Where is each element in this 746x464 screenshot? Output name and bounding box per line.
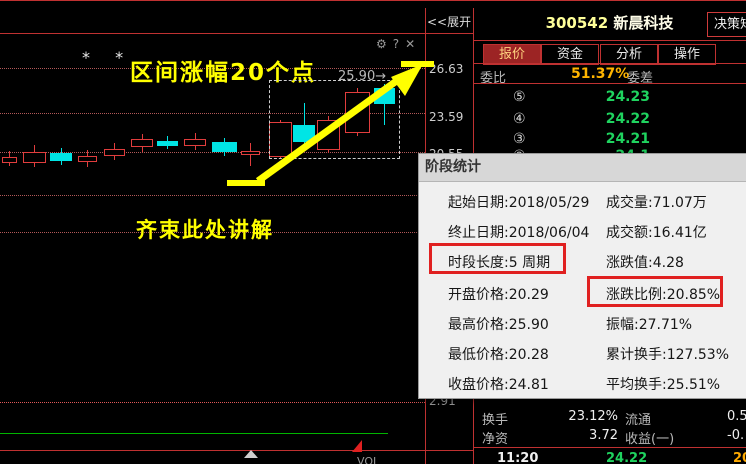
stat-left-item: 时段长度:5 周期 — [448, 255, 551, 271]
highlight-box-period — [429, 243, 566, 274]
help-icon[interactable]: ? — [392, 37, 406, 51]
top-frame-line — [0, 0, 746, 1]
highlight-box-change-pct — [587, 276, 723, 307]
indicator-green-line — [0, 433, 388, 434]
scroll-thumb-triangle[interactable] — [242, 448, 260, 460]
partial-value: 20 — [733, 451, 746, 464]
price-gridline — [0, 152, 425, 153]
chart-top-border — [0, 33, 425, 34]
stock-code: 300542 — [545, 14, 609, 32]
ask-level: ④ — [513, 111, 526, 127]
ask-price: 24.23 — [605, 89, 650, 105]
stock-title: 300542 新晨科技 — [473, 12, 746, 33]
ask-level: ⑤ — [513, 89, 526, 105]
tab-操作[interactable]: 操作 — [658, 44, 716, 65]
price-gridline — [0, 68, 425, 69]
candle-down — [212, 142, 237, 152]
stage-statistics-dialog: 阶段统计 起始日期:2018/05/29 成交量:71.07万 终止日期:2018/… — [418, 153, 746, 399]
stat-left-item: 终止日期:2018/06/04 — [448, 225, 590, 241]
sub-pane-gridline — [0, 402, 425, 403]
stat-right-item: 振幅:27.71% — [606, 317, 693, 333]
weibi-value: 51.37% — [571, 66, 630, 82]
candle-down — [157, 141, 178, 146]
gear-icon[interactable]: ⚙ — [376, 37, 393, 51]
candle-up — [131, 139, 153, 147]
vol-label-partial: VOL — [357, 455, 380, 464]
tabs-underline — [473, 63, 746, 64]
lecture-annotation: 齐束此处讲解 — [136, 218, 274, 242]
info-value: 3.72 — [589, 428, 618, 443]
candle-up — [104, 149, 125, 156]
stat-left-item: 最高价格:25.90 — [448, 317, 549, 333]
stat-right-item: 成交量:71.07万 — [606, 195, 707, 211]
tab-资金[interactable]: 资金 — [541, 44, 599, 65]
stat-right-item: 成交额:16.41亿 — [606, 225, 707, 241]
stat-right-item: 涨跌比例:20.85% — [606, 287, 721, 303]
candle-up — [241, 151, 260, 155]
expand-button[interactable]: <<展开 — [427, 15, 472, 29]
info-label2: 收益(一) — [625, 432, 675, 447]
ask-price: 24.22 — [605, 111, 650, 127]
dialog-title-bar[interactable]: 阶段统计 — [419, 154, 746, 182]
last-price-value: 24.22 — [606, 451, 648, 464]
price-gridline — [0, 195, 425, 196]
tab-分析[interactable]: 分析 — [600, 44, 658, 65]
info-value2: -0. — [727, 428, 745, 443]
info-value2: 0.5 — [727, 409, 746, 424]
info-value: 23.12% — [568, 409, 618, 424]
candle-up — [184, 139, 206, 146]
header-underline — [473, 40, 746, 41]
time-value: 11:20 — [497, 451, 539, 464]
stat-right-item: 涨跌值:4.28 — [606, 255, 684, 271]
stat-left-item: 收盘价格:24.81 — [448, 377, 549, 393]
price-axis-label: 23.59 — [429, 110, 464, 124]
weibi-underline — [473, 83, 746, 84]
stars-annotation: * * — [82, 48, 134, 67]
chart-bottom-border — [0, 450, 473, 451]
tab-报价[interactable]: 报价 — [483, 44, 541, 65]
stat-right-item: 平均换手:25.51% — [606, 377, 721, 393]
stat-left-item: 起始日期:2018/05/29 — [448, 195, 590, 211]
price-gridline — [0, 232, 425, 233]
weibi-label: 委比 — [480, 71, 507, 86]
selection-dashed-box — [269, 80, 400, 159]
red-flag-marker — [352, 440, 362, 452]
stat-left-item: 开盘价格:20.29 — [448, 287, 549, 303]
ask-level: ③ — [513, 131, 526, 147]
stock-name: 新晨科技 — [613, 14, 674, 32]
expand-box-bottom — [425, 33, 473, 34]
candle-up — [2, 157, 17, 163]
weicha-label: 委差 — [627, 71, 654, 86]
info-label: 净资 — [482, 432, 509, 447]
stat-right-item: 累计换手:127.53% — [606, 347, 730, 363]
candle-up — [78, 156, 97, 162]
info-label2: 流通 — [625, 413, 652, 428]
candle-down — [50, 153, 72, 161]
price-tag-25-90: 25.90→ — [338, 69, 387, 84]
close-icon[interactable]: ✕ — [405, 37, 422, 51]
stat-left-item: 最低价格:20.28 — [448, 347, 549, 363]
bottom-separator — [473, 447, 746, 448]
candle-up — [23, 152, 46, 163]
decision-matrix-button[interactable]: 决策矩 — [707, 12, 746, 37]
info-label: 换手 — [482, 413, 509, 428]
price-axis-label: 26.63 — [429, 62, 464, 76]
price-gridline — [0, 113, 425, 114]
ask-price: 24.21 — [605, 131, 650, 147]
